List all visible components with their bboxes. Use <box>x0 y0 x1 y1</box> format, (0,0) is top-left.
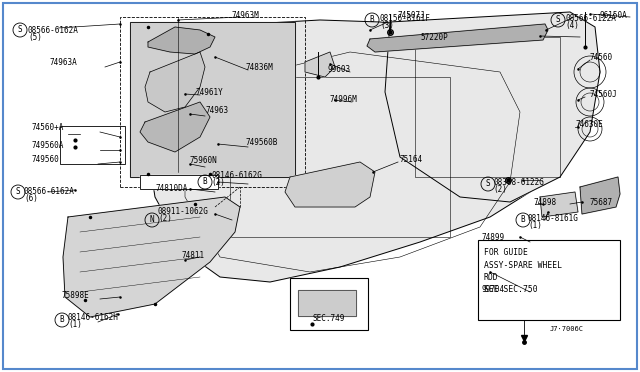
Text: 74560+A: 74560+A <box>32 123 65 132</box>
Bar <box>478 240 620 320</box>
Text: 74996M: 74996M <box>330 95 358 104</box>
Text: 74963M: 74963M <box>232 11 260 20</box>
Text: 08146-8161G: 08146-8161G <box>528 214 579 223</box>
Polygon shape <box>140 102 210 152</box>
Text: (2): (2) <box>211 178 225 187</box>
Bar <box>298 290 356 316</box>
Polygon shape <box>580 177 620 214</box>
Text: FOR GUIDE
ASSY-SPARE WHEEL
ROD
SEE SEC.750: FOR GUIDE ASSY-SPARE WHEEL ROD SEE SEC.7… <box>484 248 562 295</box>
Text: B: B <box>370 16 374 25</box>
Text: 74899: 74899 <box>482 233 505 242</box>
Polygon shape <box>145 20 565 282</box>
Text: S: S <box>16 187 20 196</box>
Text: 08566-6162A: 08566-6162A <box>24 187 75 196</box>
Text: 99603: 99603 <box>328 65 351 74</box>
Text: (2): (2) <box>493 185 507 194</box>
Bar <box>60 126 125 164</box>
Text: S: S <box>486 180 490 189</box>
Text: 74560J: 74560J <box>590 90 618 99</box>
Text: 96150A: 96150A <box>600 11 628 20</box>
Text: (1): (1) <box>528 221 542 230</box>
Bar <box>478 240 620 320</box>
Text: (1): (1) <box>68 320 82 329</box>
Polygon shape <box>145 52 205 112</box>
Text: 74630E: 74630E <box>576 120 604 129</box>
Polygon shape <box>63 197 240 317</box>
Text: J7·7006C: J7·7006C <box>550 326 584 332</box>
Text: (5): (5) <box>28 33 42 42</box>
Text: 74507J: 74507J <box>397 11 425 20</box>
Text: N: N <box>150 215 154 224</box>
Bar <box>60 126 125 164</box>
Text: (3): (3) <box>380 21 394 30</box>
Text: 74963: 74963 <box>206 106 229 115</box>
Text: (2): (2) <box>158 214 172 223</box>
Bar <box>290 278 368 330</box>
Text: 08368-6122G: 08368-6122G <box>493 178 544 187</box>
Text: 75164: 75164 <box>400 155 423 164</box>
Text: 74961Y: 74961Y <box>196 88 224 97</box>
Bar <box>140 175 218 189</box>
Text: 74560: 74560 <box>590 53 613 62</box>
Text: 74810DA: 74810DA <box>155 184 188 193</box>
Text: SEC.749: SEC.749 <box>313 314 345 323</box>
Text: 74811: 74811 <box>182 251 205 260</box>
Text: S: S <box>556 16 560 25</box>
Polygon shape <box>367 24 548 52</box>
Bar <box>130 22 295 177</box>
Bar <box>298 290 356 316</box>
Text: 749560A: 749560A <box>32 141 65 150</box>
Text: 08156-8161F: 08156-8161F <box>380 14 431 23</box>
Text: 08566-6122A: 08566-6122A <box>565 14 616 23</box>
Text: 75898E: 75898E <box>62 291 90 300</box>
Polygon shape <box>540 192 578 217</box>
Text: 57220P: 57220P <box>420 33 448 42</box>
Bar <box>415 37 560 177</box>
Text: B: B <box>60 315 64 324</box>
Text: 749560: 749560 <box>32 155 60 164</box>
Text: 08146-6162G: 08146-6162G <box>211 171 262 180</box>
Text: 74963A: 74963A <box>50 58 77 67</box>
Text: 08146-6162H: 08146-6162H <box>68 313 119 322</box>
Bar <box>290 278 368 330</box>
Bar <box>130 22 295 177</box>
Text: 74898: 74898 <box>534 198 557 207</box>
Text: B: B <box>203 177 207 186</box>
Polygon shape <box>385 12 600 202</box>
Polygon shape <box>305 52 335 77</box>
Polygon shape <box>285 162 375 207</box>
Text: 75960N: 75960N <box>190 156 218 165</box>
Text: B: B <box>521 215 525 224</box>
Text: 75687: 75687 <box>590 198 613 207</box>
Text: 08566-6162A: 08566-6162A <box>28 26 79 35</box>
Text: (6): (6) <box>24 194 38 203</box>
Text: 749560B: 749560B <box>246 138 278 147</box>
Bar <box>140 175 218 189</box>
Text: (4): (4) <box>565 21 579 30</box>
Text: 99704: 99704 <box>482 285 505 294</box>
Text: 08911-1062G: 08911-1062G <box>158 207 209 216</box>
Text: 74836M: 74836M <box>246 63 274 72</box>
Bar <box>120 17 305 187</box>
Text: S: S <box>18 26 22 35</box>
Polygon shape <box>148 27 215 54</box>
